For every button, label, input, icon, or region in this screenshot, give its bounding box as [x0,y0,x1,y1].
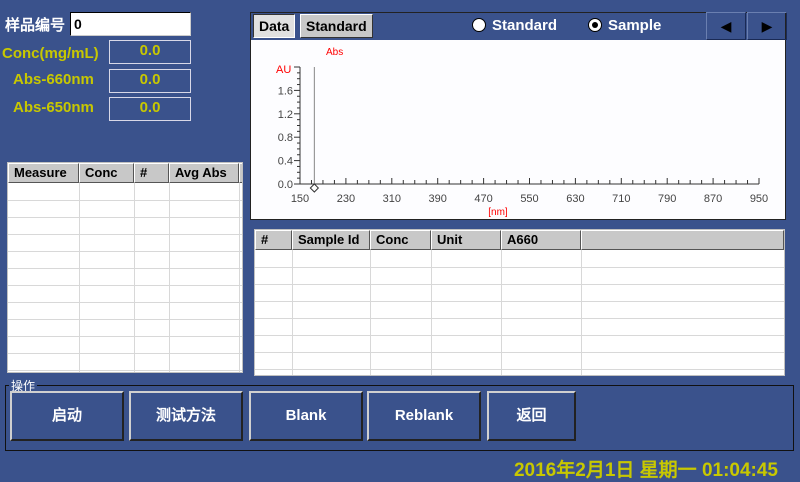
next-button[interactable]: ▶ [747,12,787,40]
y-tick-label: 1.6 [278,85,293,97]
col-conc[interactable]: Conc [370,230,431,250]
blank-button[interactable]: Blank [249,391,363,441]
col-avg-abs[interactable]: Avg Abs [169,163,239,183]
x-tick-label: 230 [337,193,355,205]
table-row[interactable] [255,335,784,336]
x-tick-label: 790 [658,193,676,205]
radio-off-icon [472,18,486,32]
col-number[interactable]: # [134,163,169,183]
table-row[interactable] [8,302,242,303]
grid-col-line [501,250,502,375]
table-row[interactable] [8,353,242,354]
sample-table[interactable]: # Sample Id Conc Unit A660 [254,229,785,376]
grid-col-line [169,183,170,372]
conc-value: 0.0 [109,40,191,64]
chart-title: Abs [326,47,343,58]
triangle-right-icon: ▶ [761,18,773,34]
actions-group [5,385,794,451]
prev-button[interactable]: ◀ [706,12,746,40]
x-tick-label: 390 [429,193,447,205]
col-blank [581,230,784,250]
radio-standard-label: Standard [492,17,558,34]
actions-group-label: 操作 [9,377,38,394]
x-tick-label: 150 [291,193,309,205]
radio-on-icon [588,18,602,32]
col-measure[interactable]: Measure [8,163,79,183]
y-axis-label: AU [276,64,291,76]
y-tick-label: 1.2 [278,109,293,121]
grid-col-line [79,183,80,372]
test-method-button[interactable]: 测试方法 [129,391,243,441]
table-row[interactable] [8,200,242,201]
tab-data[interactable]: Data [253,14,296,38]
sample-id-input[interactable]: 0 [70,12,191,36]
radio-sample-label: Sample [608,17,662,34]
y-tick-label: 0.0 [278,179,293,191]
x-tick-label: 950 [750,193,768,205]
col-number[interactable]: # [255,230,292,250]
table-row[interactable] [8,285,242,286]
radio-sample[interactable]: Sample [588,17,661,34]
x-tick-label: 470 [474,193,492,205]
abs660-label: Abs-660nm [13,71,94,88]
grid-col-line [581,250,582,375]
col-conc[interactable]: Conc [79,163,134,183]
col-sample-id[interactable]: Sample Id [292,230,370,250]
triangle-left-icon: ◀ [720,18,732,34]
reblank-button[interactable]: Reblank [367,391,481,441]
table-row[interactable] [8,336,242,337]
x-tick-label: 550 [520,193,538,205]
grid-col-line [292,250,293,375]
table-row[interactable] [255,352,784,353]
sample-label: 样品编号 [5,17,66,34]
x-tick-label: 870 [704,193,722,205]
grid-col-line [239,183,240,372]
abs650-value: 0.0 [109,97,191,121]
back-button[interactable]: 返回 [487,391,576,441]
table-row[interactable] [8,251,242,252]
table-row[interactable] [255,318,784,319]
conc-label: Conc(mg/mL) [2,45,99,62]
x-tick-label: 630 [566,193,584,205]
y-tick-label: 0.8 [278,132,293,144]
start-button[interactable]: 启动 [10,391,124,441]
col-unit[interactable]: Unit [431,230,501,250]
table-row[interactable] [8,268,242,269]
table-row[interactable] [8,217,242,218]
table-row[interactable] [8,234,242,235]
measure-table[interactable]: Measure Conc # Avg Abs [7,162,243,373]
table-row[interactable] [8,370,242,371]
table-row[interactable] [255,369,784,370]
y-tick-label: 0.4 [278,156,293,168]
tab-standard[interactable]: Standard [300,14,373,38]
grid-col-line [370,250,371,375]
x-tick-label: 710 [612,193,630,205]
table-row[interactable] [8,319,242,320]
col-extra [239,163,242,183]
grid-col-line [134,183,135,372]
table-row[interactable] [255,284,784,285]
table-row[interactable] [255,267,784,268]
table-row[interactable] [255,301,784,302]
cursor-marker-icon [309,183,320,193]
x-tick-label: 310 [383,193,401,205]
radio-standard[interactable]: Standard [472,17,557,34]
x-axis-label: [nm] [488,207,508,218]
grid-col-line [431,250,432,375]
spectrum-chart: 150 230 310 390 470 550 630 710 790 870 950 0.0 0.4 0… [276,47,768,218]
abs650-label: Abs-650nm [13,99,94,116]
chart-panel [250,12,786,220]
datetime: 2016年2月1日 星期一 01:04:45 [513,460,778,481]
col-a660[interactable]: A660 [501,230,581,250]
abs660-value: 0.0 [109,69,191,93]
